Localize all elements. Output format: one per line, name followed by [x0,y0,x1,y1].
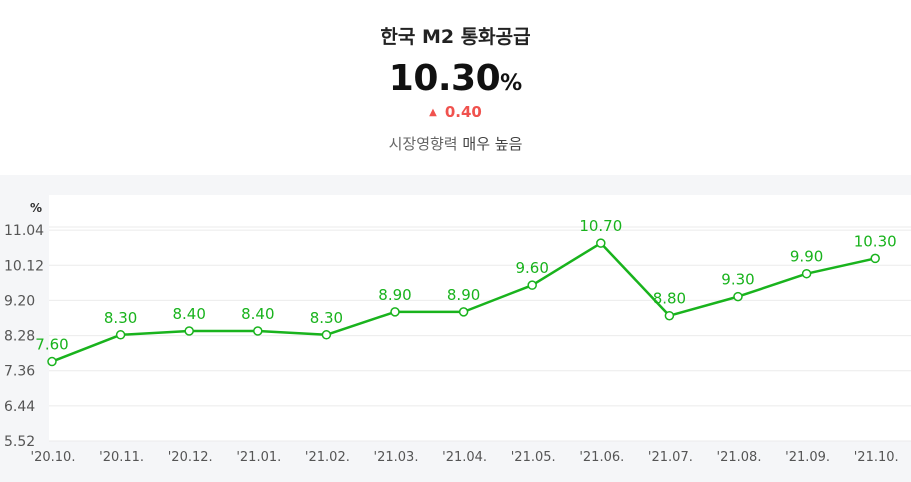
data-label: 8.40 [172,305,205,323]
y-tick-label: 8.28 [4,329,35,345]
indicator-title: 한국 M2 통화공급 [380,26,531,48]
market-impact: 시장영향력 매우 높음 [0,133,911,154]
data-point[interactable] [253,326,263,336]
data-label: 8.80 [653,290,686,308]
data-point[interactable] [390,307,400,317]
y-unit-label: % [30,201,42,215]
impact-label: 시장영향력 [388,135,458,153]
x-tick-label: '21.03. [374,450,419,465]
data-label: 10.30 [854,232,897,250]
data-point[interactable] [527,280,537,290]
x-tick-label: '21.04. [442,450,487,465]
y-tick-label: 10.12 [4,258,44,274]
x-tick-label: '21.05. [511,450,556,465]
data-point[interactable] [321,330,332,340]
indicator-header: 한국 M2 통화공급 10.30% ▲ 0.40 시장영향력 매우 높음 [0,0,911,175]
x-tick-label: '20.12. [168,450,213,465]
data-point[interactable] [801,268,812,279]
data-point[interactable] [870,253,880,264]
data-point[interactable] [184,326,194,336]
x-tick-label: '21.06. [579,450,624,465]
data-point[interactable] [733,291,743,302]
data-label: 8.30 [310,309,343,327]
x-tick-label: '21.01. [236,450,281,465]
x-tick-label: '21.09. [785,450,830,465]
data-point[interactable] [596,238,606,248]
data-label: 8.90 [378,286,411,304]
data-label: 7.60 [35,336,68,354]
y-tick-label: 6.44 [4,399,35,415]
y-tick-label: 11.04 [4,223,44,239]
data-label: 8.90 [447,286,480,304]
y-tick-label: 5.52 [4,434,35,450]
data-label: 9.90 [790,248,823,266]
data-label: 10.70 [579,217,622,235]
change-indicator: ▲ 0.40 [0,103,911,121]
x-tick-label: '21.07. [648,450,693,465]
data-label: 9.30 [721,271,754,289]
x-tick-label: '21.10. [854,450,899,465]
y-tick-label: 7.36 [4,364,35,380]
plot-background [49,195,911,441]
value-unit: % [500,71,523,96]
data-point[interactable] [47,356,57,367]
value-number: 10.30 [388,58,501,99]
data-point[interactable] [664,310,675,321]
change-value: 0.40 [444,103,482,121]
left-mask [0,175,49,195]
line-chart: 11.04 10.12 9.20 8.28 7.36 6.44 5.52% '20.10. '2… [0,175,911,465]
x-tick-label: '20.11. [99,450,144,465]
data-point[interactable] [115,330,126,340]
data-label: 8.30 [104,309,137,327]
y-tick-label: 9.20 [4,293,35,309]
x-tick-label: '20.10. [31,450,76,465]
data-point[interactable] [458,307,469,317]
data-label: 8.40 [241,305,274,323]
triangle-up-icon: ▲ [429,107,437,118]
chart-area: 11.04 10.12 9.20 8.28 7.36 6.44 5.52% '20.10. '2… [0,175,911,482]
current-value: 10.30% [0,58,911,99]
impact-level: 매우 높음 [462,135,523,153]
x-tick-label: '21.02. [305,450,350,465]
x-tick-label: '21.08. [717,450,762,465]
data-label: 9.60 [515,259,548,277]
